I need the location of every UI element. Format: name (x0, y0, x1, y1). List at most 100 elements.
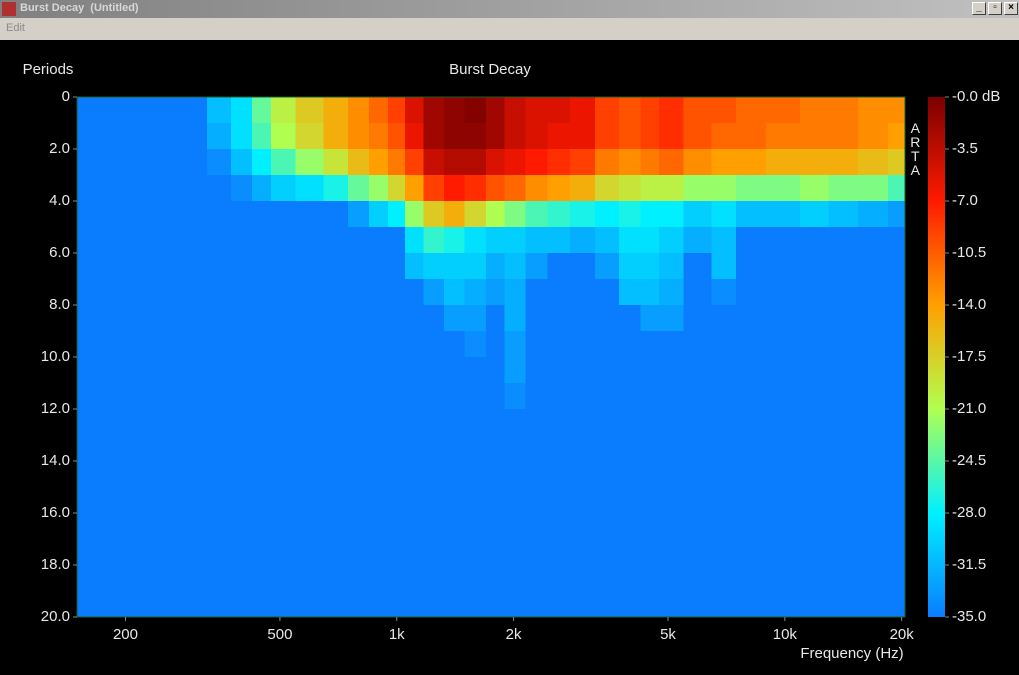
heatmap-cell (387, 175, 406, 202)
heatmap-cell (766, 97, 801, 124)
heatmap-cell (252, 175, 272, 202)
heatmap-cell (525, 149, 549, 176)
heatmap-cell (387, 227, 406, 254)
heatmap-cell (711, 175, 737, 202)
heatmap-cell (766, 123, 801, 150)
heatmap-cell (547, 253, 571, 280)
heatmap-cell (525, 253, 549, 280)
heatmap-cell (800, 97, 830, 124)
heatmap-cell (735, 149, 767, 176)
heatmap-cell (178, 279, 208, 306)
heatmap-cell (547, 97, 571, 124)
heatmap-cell (295, 279, 325, 306)
heatmap-cell (619, 201, 641, 228)
heatmap-cell (828, 123, 859, 150)
heatmap-cell (547, 227, 571, 254)
heatmap-cell (569, 97, 596, 124)
heatmap-cell (271, 253, 296, 280)
heatmap-cell (766, 201, 801, 228)
heatmap-cell (252, 201, 272, 228)
heatmap-cell (547, 123, 571, 150)
heatmap-cell (347, 149, 370, 176)
heatmap-cell (735, 409, 767, 618)
heatmap-cell (800, 305, 830, 332)
heatmap-cell (323, 409, 349, 618)
y-tick-label: 6.0 (49, 244, 70, 261)
heatmap-cell (504, 331, 526, 358)
heatmap-cell (485, 201, 506, 228)
heatmap-cell (423, 305, 445, 332)
heatmap-cell (547, 383, 571, 410)
heatmap-cell (735, 305, 767, 332)
heatmap-cell (887, 201, 906, 228)
close-button[interactable]: × (1004, 2, 1018, 15)
heatmap-cell (659, 279, 684, 306)
heatmap-cell (640, 149, 660, 176)
heatmap-cell (800, 227, 830, 254)
heatmap-cell (231, 279, 253, 306)
heatmap-cell (857, 305, 889, 332)
heatmap-cell (594, 357, 620, 384)
heatmap-cell (423, 409, 445, 618)
heatmap-cell (857, 357, 889, 384)
colorbar-tick-label: -3.5 (952, 140, 978, 157)
heatmap-cell (547, 201, 571, 228)
heatmap-cell (504, 253, 526, 280)
heatmap-cell (857, 279, 889, 306)
colorbar-tick-label: -7.0 (952, 192, 978, 209)
heatmap-cell (347, 123, 370, 150)
heatmap-cell (178, 331, 208, 358)
heatmap-cell (464, 253, 487, 280)
heatmap-cell (178, 149, 208, 176)
heatmap-cell (271, 357, 296, 384)
colorbar-tick-label: -0.0 dB (952, 88, 1000, 105)
heatmap-cell (887, 357, 906, 384)
heatmap-cell (295, 253, 325, 280)
heatmap-cell (423, 149, 445, 176)
heatmap-cell (387, 97, 406, 124)
heatmap-cell (144, 253, 180, 280)
heatmap-cell (504, 409, 526, 618)
heatmap-cell (711, 305, 737, 332)
heatmap-cell (504, 123, 526, 150)
heatmap-cell (619, 409, 641, 618)
heatmap-cell (387, 331, 406, 358)
heatmap-cell (766, 149, 801, 176)
heatmap-cell (504, 383, 526, 410)
heatmap-cell (423, 279, 445, 306)
heatmap-cell (77, 149, 145, 176)
heatmap-cell (464, 149, 487, 176)
heatmap-cell (323, 357, 349, 384)
menu-item[interactable]: Edit (6, 22, 25, 34)
y-tick-label: 8.0 (49, 296, 70, 313)
heatmap-cell (735, 123, 767, 150)
heatmap-cell (347, 201, 370, 228)
heatmap-cell (594, 175, 620, 202)
heatmap-cell (569, 331, 596, 358)
heatmap-cell (525, 331, 549, 358)
heatmap-cell (504, 227, 526, 254)
heatmap-cell (464, 97, 487, 124)
heatmap-cell (206, 331, 232, 358)
heatmap-cell (252, 409, 272, 618)
heatmap-cell (547, 357, 571, 384)
heatmap-cell (295, 409, 325, 618)
heatmap-cell (735, 331, 767, 358)
heatmap-cell (271, 409, 296, 618)
heatmap-cell (464, 227, 487, 254)
heatmap-cell (144, 357, 180, 384)
heatmap-cell (252, 227, 272, 254)
heatmap-cell (569, 201, 596, 228)
heatmap-cell (464, 123, 487, 150)
heatmap-cell (659, 331, 684, 358)
restore-button[interactable]: ▫ (988, 2, 1002, 15)
heatmap-cell (569, 175, 596, 202)
heatmap-cell (369, 331, 389, 358)
heatmap-cell (485, 227, 506, 254)
heatmap-cell (323, 383, 349, 410)
heatmap-cell (271, 97, 296, 124)
minimize-button[interactable]: _ (972, 2, 986, 15)
heatmap-cell (766, 253, 801, 280)
heatmap-cell (711, 409, 737, 618)
